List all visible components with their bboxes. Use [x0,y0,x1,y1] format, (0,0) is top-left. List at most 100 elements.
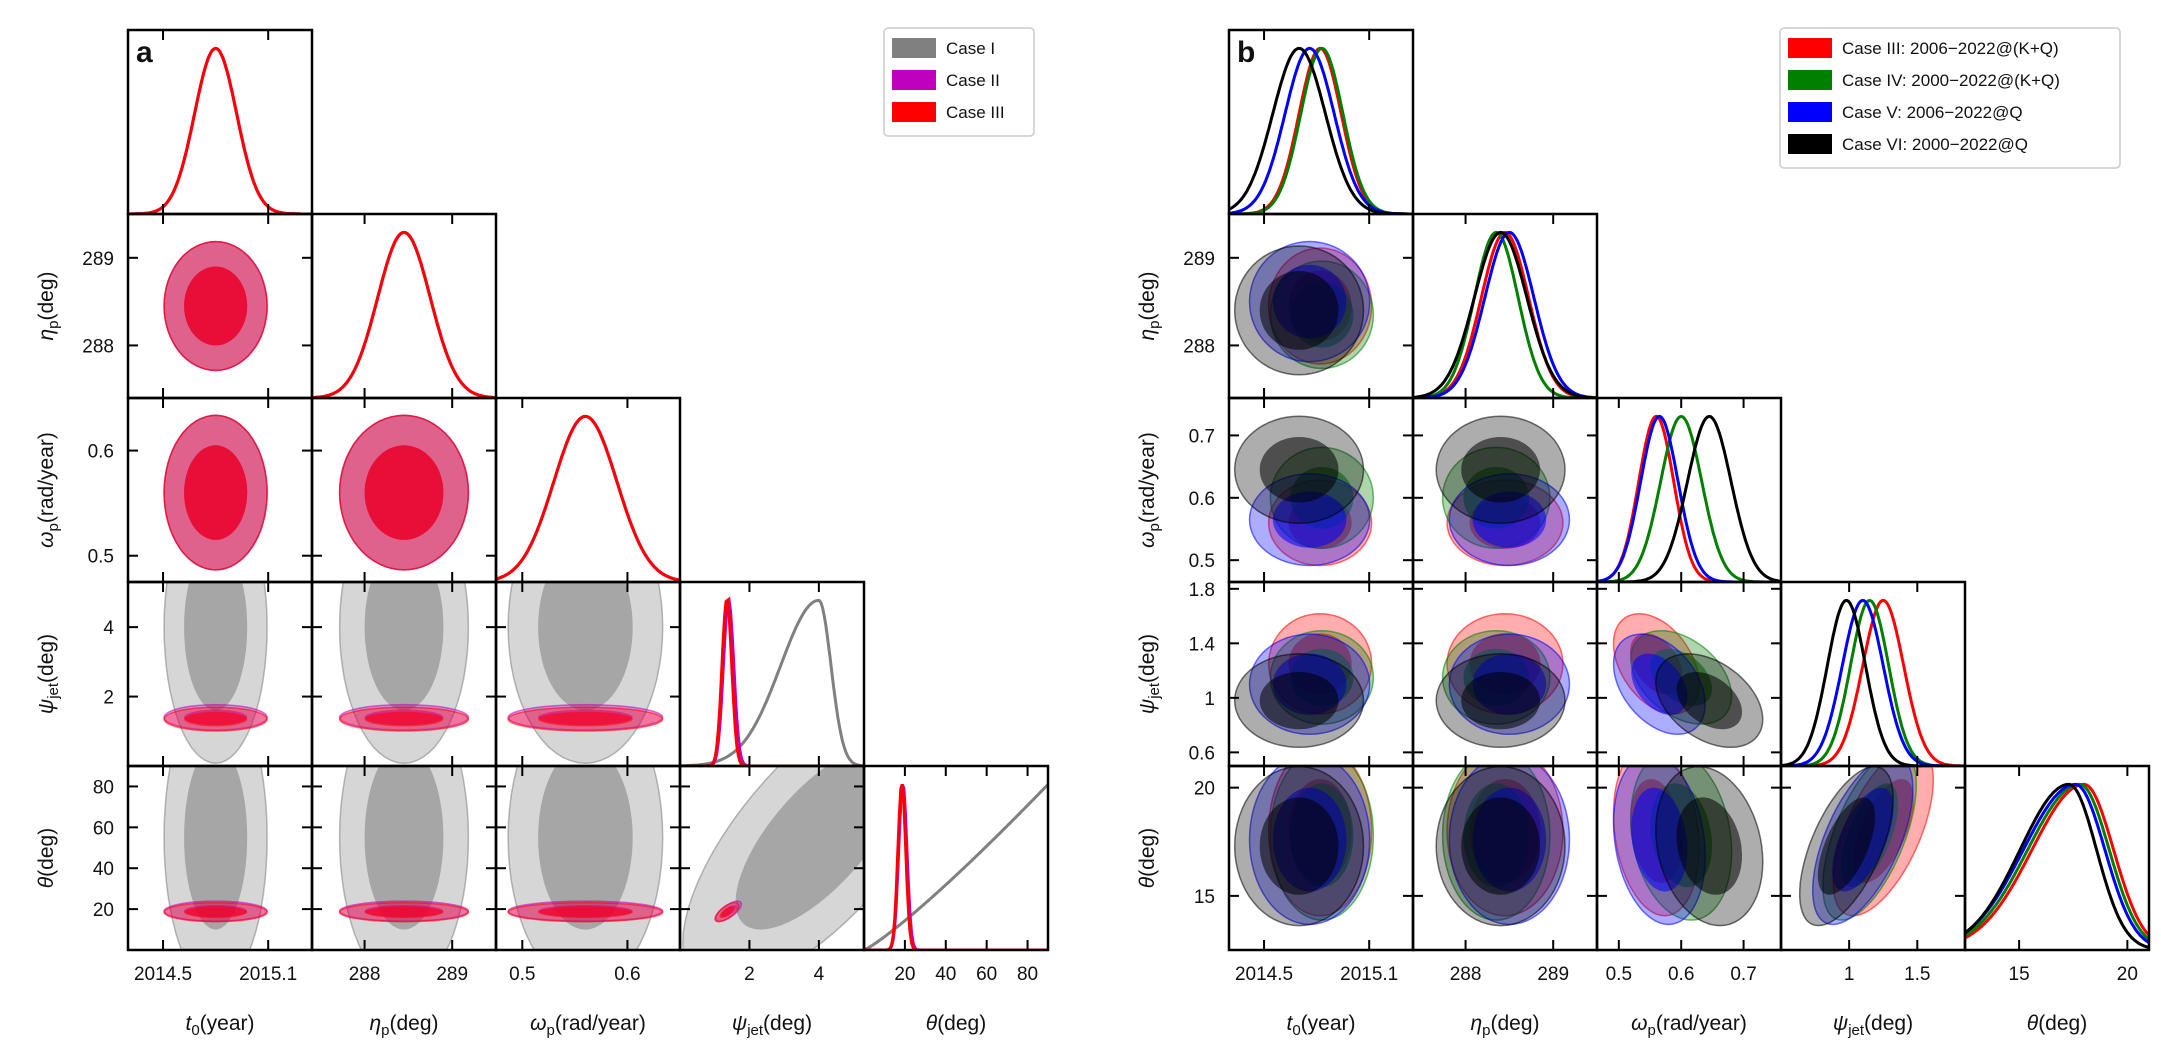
x-tick-label: 2015.1 [239,964,297,985]
x-axis-label-1: ηp(deg) [369,1012,438,1039]
x-tick-label: 4 [814,964,825,985]
legend-entry-1: Case IV: 2000−2022@(K+Q) [1842,71,2060,90]
x-axis-label-0: t0(year) [1286,1012,1355,1039]
y-tick-label: 0.6 [88,442,114,463]
x-tick-label: 2014.5 [134,964,192,985]
marginal-line-1 [1965,782,2149,941]
contour-panel-a-4-0 [163,766,268,950]
contour-panel-b-4-1 [1435,766,1571,927]
contour-panel-b-3-2 [1612,612,1764,749]
legend-entry-2: Case III [946,103,1005,122]
x-axis-label-2: ωp(rad/year) [1631,1012,1747,1039]
x-tick-label: 0.7 [1730,964,1756,985]
legend-box [1779,27,2121,169]
panel-label: a [136,36,153,69]
contour-inner-0 [735,766,864,930]
contour-panel-a-3-0 [163,582,268,764]
legend-swatch-3 [1788,134,1832,154]
contour-inner-3 [1259,672,1339,730]
marginal-line-2 [1965,782,2149,944]
corner-panel-a: 2014.5 2015.1 t0(year) 288 289 ηp(deg) 0.5 0.6 ω… [35,27,1050,1039]
contour-panel-b-4-2 [1612,766,1764,927]
x-tick-label: 20 [894,964,915,985]
contour-inner-0 [364,582,444,711]
x-axis-label-0: t0(year) [185,1012,254,1039]
marginal-line-0 [1413,230,1597,398]
y-axis-label-2: ωp(rad/year) [1136,432,1163,548]
marginal-panel-a-4 [864,783,1048,950]
contour-panel-a-1-0 [163,240,268,372]
legend-swatch-0 [892,38,936,58]
x-tick-label: 40 [935,964,956,985]
y-tick-label: 80 [93,777,114,798]
contour-panel-a-3-2 [507,582,664,764]
x-tick-label: 15 [2009,964,2030,985]
panel-frame-0-0 [1227,28,1415,216]
y-axis-label-2: ωp(rad/year) [35,432,62,548]
y-tick-label: 1.8 [1189,580,1215,601]
panel-frame-2-2 [494,396,682,584]
x-tick-label: 0.5 [509,964,535,985]
contour-panel-b-4-3 [1798,766,1935,927]
marginal-panel-a-3 [680,595,864,766]
marginal-line-1 [128,46,312,214]
contour-inner-2 [184,711,248,727]
legend-entry-3: Case VI: 2000−2022@Q [1842,135,2028,154]
marginal-line-0 [864,783,1048,950]
marginal-line-1 [312,230,496,398]
x-axis-label-3: ψjet(deg) [1833,1012,1913,1039]
legend-swatch-0 [1788,38,1832,58]
marginal-panel-b-4 [1965,782,2149,949]
contour-panel-a-2-0 [163,414,268,571]
contour-inner-2 [364,711,444,727]
y-tick-label: 0.5 [1189,551,1215,572]
contour-inner-2 [364,445,444,540]
contour-inner-2 [1631,787,1688,892]
marginal-line-3 [1781,598,1965,766]
legend-swatch-1 [892,70,936,90]
marginal-line-1 [864,783,1048,950]
legend: Case III: 2006−2022@(K+Q) Case IV: 2000−2… [1779,27,2121,169]
y-axis-label-4: θ(deg) [35,828,58,888]
contour-inner-0 [538,766,633,930]
marginal-panel-b-2 [1597,414,1781,582]
contour-inner-3 [1676,672,1742,730]
y-axis-label-1: ηp(deg) [1136,271,1163,340]
legend-entry-0: Case I [946,39,995,58]
y-tick-label: 288 [82,336,114,357]
panel-frame-4-4 [862,764,1050,952]
marginal-line-1 [1413,230,1597,398]
marginal-line-3 [1229,46,1413,214]
x-tick-label: 289 [1537,964,1569,985]
y-tick-label: 1.4 [1189,634,1216,655]
marginal-line-2 [864,783,1048,950]
y-tick-label: 1 [1204,689,1215,710]
marginal-line-2 [1229,46,1413,214]
legend-entry-2: Case V: 2006−2022@Q [1842,103,2023,122]
panel-frame-4-4 [1963,764,2151,952]
contour-inner-3 [1461,672,1540,730]
marginal-line-1 [680,595,864,766]
marginal-line-0 [1229,46,1413,214]
contour-inner-2 [1472,491,1547,548]
marginal-line-3 [1413,230,1597,398]
x-tick-label: 80 [1017,964,1038,985]
contour-inner-2 [184,445,248,540]
y-axis-label-3: ψjet(deg) [1136,634,1163,714]
x-tick-label: 289 [436,964,468,985]
contour-inner-2 [1272,491,1347,548]
legend-entry-0: Case III: 2006−2022@(K+Q) [1842,39,2059,58]
marginal-line-0 [680,598,864,766]
contour-inner-0 [538,582,633,711]
contour-inner-2 [364,906,444,918]
contour-panel-b-2-0 [1233,415,1375,567]
x-tick-label: 20 [2117,964,2138,985]
corner-panel-b: 2014.5 2015.1 t0(year) 288 289 ηp(deg) 0.5 0.6 0… [1136,27,2151,1039]
panel-frame-3-3 [1779,580,1967,768]
y-tick-label: 40 [93,859,114,880]
contour-inner-3 [1259,271,1339,350]
panel-frame-0-0 [126,28,314,216]
legend-swatch-2 [1788,102,1832,122]
legend-swatch-2 [892,102,936,122]
y-axis-label-4: θ(deg) [1136,828,1159,888]
